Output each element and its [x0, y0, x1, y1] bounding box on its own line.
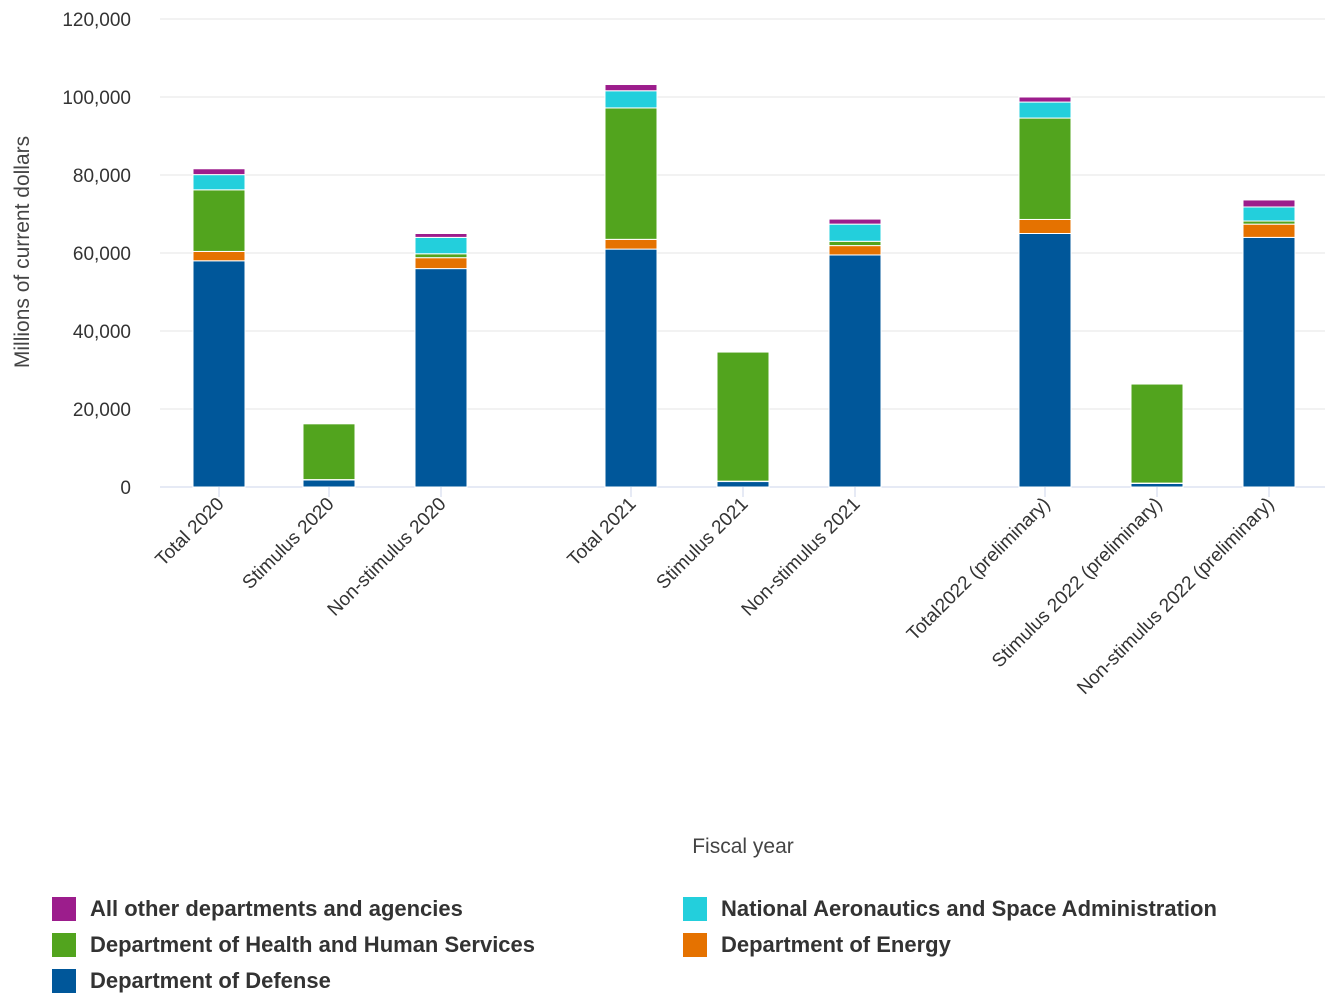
bar-segment[interactable]	[414, 236, 468, 255]
x-axis-ticks	[218, 487, 1270, 497]
bar-segment[interactable]	[1130, 383, 1184, 484]
bar-segment[interactable]	[414, 233, 468, 238]
bar-segment[interactable]	[604, 107, 658, 240]
bar-segment[interactable]	[1018, 218, 1072, 235]
legend-swatch	[52, 969, 76, 993]
bar-segment[interactable]	[1242, 223, 1296, 238]
bar-segment[interactable]	[828, 254, 882, 488]
legend-item[interactable]: Department of Energy	[683, 932, 951, 958]
y-axis-tick-labels: 0 20,000 40,000 60,000 80,000 100,000 120,000	[62, 10, 131, 499]
bar-segment[interactable]	[1242, 199, 1296, 208]
legend-item[interactable]: Department of Health and Human Services	[52, 932, 535, 958]
bar-segment[interactable]	[1018, 233, 1072, 488]
legend-label: National Aeronautics and Space Administr…	[721, 896, 1217, 921]
bar-segment[interactable]	[1242, 236, 1296, 488]
bar-segment[interactable]	[828, 218, 882, 225]
bar-segment[interactable]	[192, 189, 246, 252]
y-tick-label: 20,000	[73, 400, 131, 421]
legend-label: All other departments and agencies	[90, 896, 463, 921]
bar-segment[interactable]	[716, 351, 770, 482]
y-tick-label: 60,000	[73, 244, 131, 265]
y-tick-label: 120,000	[62, 10, 131, 31]
legend-swatch	[683, 897, 707, 921]
bar-segment[interactable]	[604, 248, 658, 488]
bar-segment[interactable]	[1018, 117, 1072, 220]
bar-segment[interactable]	[1018, 101, 1072, 119]
bars	[192, 84, 1296, 488]
y-tick-label: 40,000	[73, 322, 131, 343]
x-tick-label: Non-stimulus 2020	[324, 494, 451, 621]
legend-item[interactable]: All other departments and agencies	[52, 896, 463, 922]
bar-segment[interactable]	[604, 90, 658, 109]
x-tick-label: Non-stimulus 2022 (preliminary)	[1073, 494, 1278, 699]
bar-segment[interactable]	[604, 238, 658, 250]
legend-item[interactable]: Department of Defense	[52, 968, 331, 994]
bar-segment[interactable]	[192, 260, 246, 488]
x-tick-label: Total 2020	[152, 494, 229, 571]
bar-segment[interactable]	[192, 174, 246, 191]
bar-segment[interactable]	[414, 268, 468, 488]
legend-swatch	[683, 933, 707, 957]
legend-label: Department of Energy	[721, 932, 951, 957]
bar-segment[interactable]	[414, 253, 468, 259]
bar-segment[interactable]	[1018, 96, 1072, 103]
legend-swatch	[52, 933, 76, 957]
bar-segment[interactable]	[716, 481, 770, 488]
x-tick-label: Stimulus 2021	[653, 494, 753, 594]
y-tick-label: 80,000	[73, 166, 131, 187]
x-tick-label: Non-stimulus 2021	[738, 494, 865, 621]
bar-segment[interactable]	[414, 257, 468, 270]
legend-swatch	[52, 897, 76, 921]
y-axis-title: Millions of current dollars	[11, 136, 34, 368]
bar-segment[interactable]	[302, 479, 356, 488]
legend-label: Department of Defense	[90, 968, 331, 993]
bar-segment[interactable]	[828, 223, 882, 242]
y-tick-label: 0	[120, 478, 131, 499]
legend-label: Department of Health and Human Services	[90, 932, 536, 957]
bar-segment[interactable]	[192, 250, 246, 262]
bar-segment[interactable]	[828, 240, 882, 247]
x-axis-title: Fiscal year	[692, 835, 794, 858]
bar-segment[interactable]	[604, 84, 658, 92]
legend-item[interactable]: National Aeronautics and Space Administr…	[683, 896, 1217, 922]
x-tick-label: Total 2021	[564, 494, 641, 571]
bar-segment[interactable]	[828, 245, 882, 256]
bar-segment[interactable]	[1242, 206, 1296, 222]
bar-segment[interactable]	[1130, 482, 1184, 488]
y-tick-label: 100,000	[62, 88, 131, 109]
bar-segment[interactable]	[302, 423, 356, 481]
bar-segment[interactable]	[192, 168, 246, 176]
x-tick-label: Stimulus 2020	[239, 494, 339, 594]
